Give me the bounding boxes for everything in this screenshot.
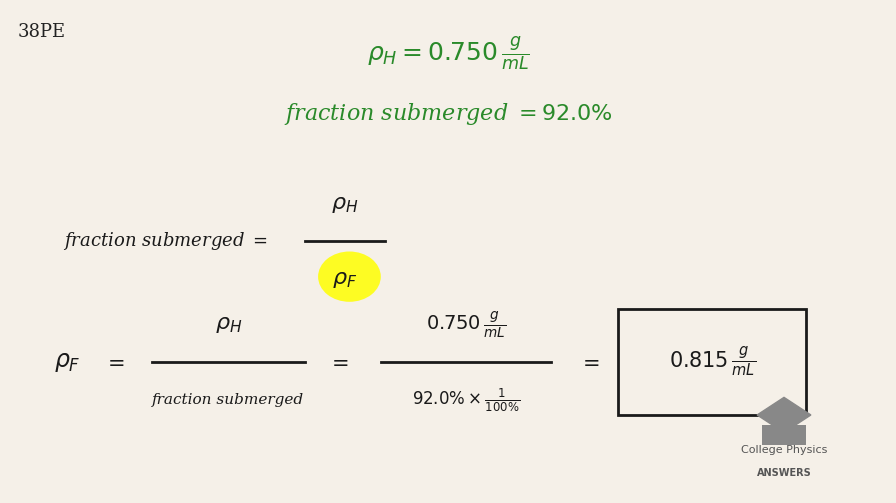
Text: $92.0\%\times\frac{1}{100\%}$: $92.0\%\times\frac{1}{100\%}$ [412,386,520,413]
Polygon shape [757,397,811,433]
Text: $\rho_H = 0.750\,\frac{g}{mL}$: $\rho_H = 0.750\,\frac{g}{mL}$ [366,35,530,73]
Text: $\rho_H$: $\rho_H$ [215,313,242,336]
Text: $\rho_F$: $\rho_F$ [54,351,81,374]
Text: $=$: $=$ [578,353,599,372]
Text: $\rho_F$: $\rho_F$ [332,268,358,290]
Text: $\rho_H$: $\rho_H$ [332,193,358,215]
Ellipse shape [318,252,381,302]
FancyBboxPatch shape [762,425,806,445]
Text: fraction submerged $= 92.0\%$: fraction submerged $= 92.0\%$ [283,101,613,127]
Text: College Physics: College Physics [741,445,827,455]
Text: $=$: $=$ [103,353,125,372]
Text: fraction submerged $=$: fraction submerged $=$ [63,230,268,253]
Text: 38PE: 38PE [18,23,66,41]
Text: $0.750\,\frac{g}{mL}$: $0.750\,\frac{g}{mL}$ [426,309,506,340]
Text: ANSWERS: ANSWERS [756,468,812,478]
Text: $=$: $=$ [327,353,349,372]
Text: $0.815\,\frac{g}{mL}$: $0.815\,\frac{g}{mL}$ [668,345,756,379]
FancyBboxPatch shape [618,309,806,415]
Text: fraction submerged: fraction submerged [152,393,305,407]
